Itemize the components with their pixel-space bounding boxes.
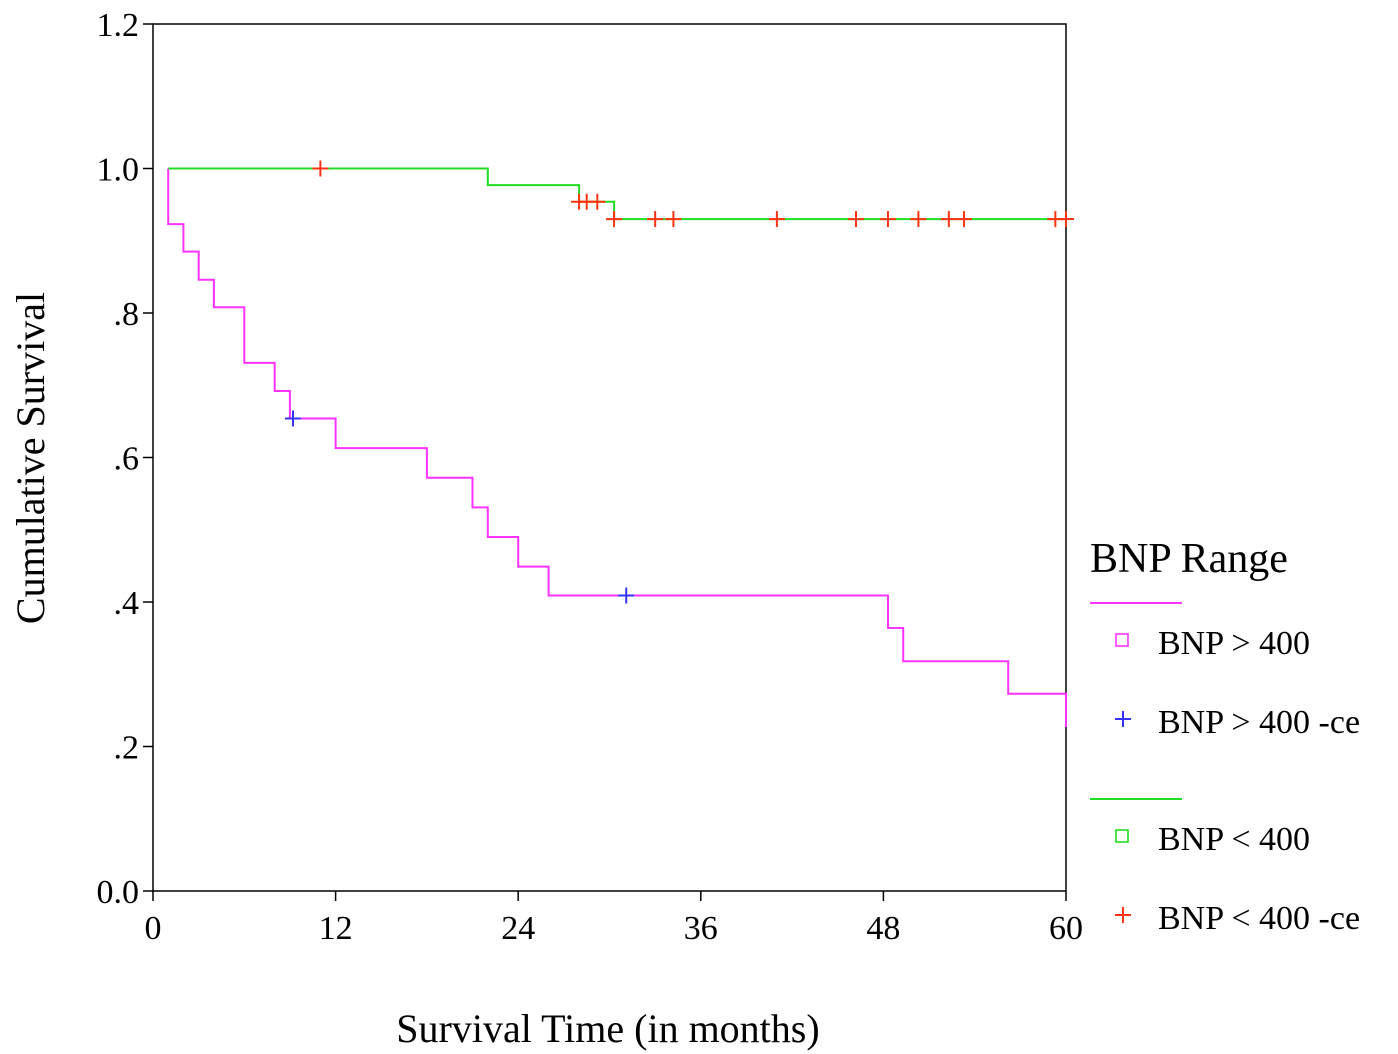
series-bnp-lt-400 [168, 160, 1074, 228]
x-tick-label: 12 [319, 910, 353, 947]
series-layer [167, 160, 1074, 727]
censor-mark [879, 211, 896, 228]
plot-frame [152, 23, 1067, 892]
x-tick-label: 24 [501, 910, 535, 947]
legend-square-swatch [1115, 633, 1129, 647]
axes: 0 12 24 36 48 60 0.0 .2 .4 .6 .8 1.0 1.2 [97, 7, 1084, 947]
x-tick-label: 48 [866, 910, 900, 947]
censor-mark [1058, 211, 1074, 228]
censor-mark [312, 160, 329, 177]
x-axis-title: Survival Time (in months) [396, 1006, 819, 1051]
censor-mark [956, 211, 973, 228]
legend-label: BNP > 400 -ce [1158, 704, 1360, 741]
y-tick-label: .4 [114, 585, 140, 622]
censor-mark [606, 211, 623, 228]
legend-label: BNP < 400 -ce [1158, 900, 1360, 937]
y-tick-label: 1.2 [97, 7, 140, 44]
y-tick-label: .8 [114, 296, 140, 333]
y-tick-label: 0.0 [97, 874, 140, 911]
series-line [167, 168, 1067, 727]
y-axis-title: Cumulative Survival [8, 292, 53, 624]
x-tick-label: 60 [1049, 910, 1083, 947]
censor-mark [768, 211, 785, 228]
censor-mark [618, 587, 635, 604]
series-bnp-gt-400 [167, 168, 1067, 727]
y-tick-label: 1.0 [97, 152, 140, 189]
legend: BNP Range BNP > 400 BNP > 400 -ce BNP < 400… [1090, 536, 1360, 937]
y-tick-label: .6 [114, 441, 140, 478]
x-tick-label: 0 [145, 910, 162, 947]
censor-mark [589, 193, 606, 210]
censor-mark [665, 211, 682, 228]
censor-mark [284, 410, 301, 427]
censor-mark [647, 211, 664, 228]
series-line [168, 167, 1066, 221]
censor-mark [848, 211, 865, 228]
x-tick-label: 36 [684, 910, 718, 947]
legend-label: BNP > 400 [1158, 625, 1310, 662]
censor-mark [940, 211, 957, 228]
plot-area [152, 23, 1067, 892]
legend-label: BNP < 400 [1158, 821, 1310, 858]
legend-title: BNP Range [1090, 536, 1288, 582]
y-tick-label: .2 [114, 730, 140, 767]
censor-mark [910, 211, 927, 228]
legend-square-swatch [1115, 829, 1129, 843]
